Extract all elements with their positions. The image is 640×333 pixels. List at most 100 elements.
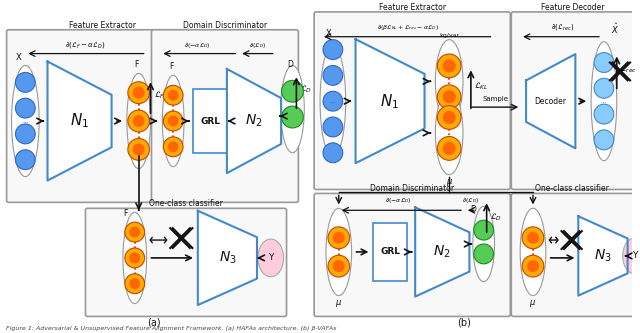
Text: F: F bbox=[169, 62, 173, 72]
Text: $\mu$: $\mu$ bbox=[335, 298, 342, 309]
Bar bbox=[372, 223, 407, 281]
Text: Figure 1: Adversarial & Unsupervised Feature Alignment Framework. (a) HAFAs arch: Figure 1: Adversarial & Unsupervised Fea… bbox=[6, 326, 336, 331]
Text: ...: ... bbox=[22, 118, 29, 124]
Circle shape bbox=[15, 150, 35, 169]
Text: $\mathcal{L}_{KL}$: $\mathcal{L}_{KL}$ bbox=[474, 81, 488, 92]
Text: D: D bbox=[470, 205, 476, 214]
Circle shape bbox=[333, 232, 345, 244]
Polygon shape bbox=[198, 211, 257, 305]
Circle shape bbox=[282, 80, 303, 102]
Circle shape bbox=[163, 111, 183, 131]
Circle shape bbox=[437, 137, 461, 160]
Polygon shape bbox=[579, 216, 628, 296]
Circle shape bbox=[125, 274, 145, 294]
Text: $\partial(\mathcal{L}_D)$: $\partial(\mathcal{L}_D)$ bbox=[249, 40, 267, 50]
Text: F: F bbox=[134, 61, 139, 70]
Text: $\mu$: $\mu$ bbox=[529, 298, 536, 309]
Ellipse shape bbox=[258, 239, 284, 277]
Circle shape bbox=[129, 227, 140, 237]
Circle shape bbox=[323, 117, 343, 137]
Circle shape bbox=[129, 278, 140, 289]
Circle shape bbox=[437, 54, 461, 78]
Circle shape bbox=[128, 110, 150, 132]
Text: $\mathcal{L}_F$: $\mathcal{L}_F$ bbox=[154, 90, 166, 101]
FancyBboxPatch shape bbox=[511, 193, 634, 316]
Circle shape bbox=[328, 255, 349, 277]
Circle shape bbox=[474, 244, 493, 264]
Text: kg/var: kg/var bbox=[439, 33, 460, 38]
Text: X: X bbox=[15, 53, 21, 62]
Circle shape bbox=[443, 90, 456, 103]
Circle shape bbox=[163, 85, 183, 105]
Polygon shape bbox=[227, 69, 281, 173]
Text: $\partial(-\alpha\mathcal{L}_D)$: $\partial(-\alpha\mathcal{L}_D)$ bbox=[385, 195, 412, 205]
FancyBboxPatch shape bbox=[314, 193, 510, 316]
Circle shape bbox=[168, 142, 179, 152]
Ellipse shape bbox=[280, 66, 304, 153]
Circle shape bbox=[282, 106, 303, 128]
Circle shape bbox=[168, 116, 179, 127]
Circle shape bbox=[437, 85, 461, 109]
Circle shape bbox=[15, 124, 35, 144]
Circle shape bbox=[437, 106, 461, 129]
Text: $N_3$: $N_3$ bbox=[218, 250, 236, 266]
Text: $\mathcal{L}_{rec}$: $\mathcal{L}_{rec}$ bbox=[620, 64, 637, 75]
Circle shape bbox=[323, 143, 343, 163]
Ellipse shape bbox=[163, 75, 184, 166]
Bar bbox=[193, 89, 228, 153]
Circle shape bbox=[527, 260, 539, 272]
Ellipse shape bbox=[123, 212, 147, 304]
Circle shape bbox=[168, 90, 179, 101]
Ellipse shape bbox=[435, 91, 463, 174]
Polygon shape bbox=[526, 54, 575, 148]
Text: Decoder: Decoder bbox=[534, 97, 566, 106]
Circle shape bbox=[132, 87, 145, 99]
Circle shape bbox=[15, 72, 35, 92]
Text: $\partial(\beta\mathcal{L}_{KL}+\mathcal{L}_{rec}-\alpha\mathcal{L}_D)$: $\partial(\beta\mathcal{L}_{KL}+\mathcal… bbox=[377, 22, 439, 32]
Text: $\partial(-\alpha\mathcal{L}_D)$: $\partial(-\alpha\mathcal{L}_D)$ bbox=[184, 40, 211, 50]
Text: Y: Y bbox=[268, 253, 273, 262]
Ellipse shape bbox=[520, 208, 546, 296]
Text: (a): (a) bbox=[147, 317, 160, 327]
Circle shape bbox=[328, 227, 349, 249]
Ellipse shape bbox=[127, 73, 150, 168]
Polygon shape bbox=[356, 39, 424, 163]
Ellipse shape bbox=[623, 238, 640, 274]
Ellipse shape bbox=[12, 66, 39, 176]
Ellipse shape bbox=[326, 208, 351, 296]
Circle shape bbox=[323, 91, 343, 111]
Text: Domain Discriminator: Domain Discriminator bbox=[370, 184, 454, 193]
Circle shape bbox=[132, 144, 145, 156]
Ellipse shape bbox=[435, 40, 463, 123]
Text: (b): (b) bbox=[457, 317, 471, 327]
Circle shape bbox=[527, 232, 539, 244]
Ellipse shape bbox=[320, 46, 346, 157]
Text: GRL: GRL bbox=[380, 247, 400, 256]
Text: Domain Discriminator: Domain Discriminator bbox=[183, 21, 267, 30]
Circle shape bbox=[594, 130, 614, 150]
Circle shape bbox=[323, 40, 343, 60]
Circle shape bbox=[125, 248, 145, 268]
FancyBboxPatch shape bbox=[6, 30, 198, 202]
Text: F: F bbox=[124, 209, 128, 218]
Ellipse shape bbox=[591, 42, 617, 161]
Text: One-class classifier: One-class classifier bbox=[149, 199, 223, 208]
Text: One-class classifier: One-class classifier bbox=[536, 184, 609, 193]
Text: D: D bbox=[287, 61, 293, 70]
Circle shape bbox=[323, 66, 343, 85]
Text: $N_3$: $N_3$ bbox=[594, 248, 612, 264]
Circle shape bbox=[333, 260, 345, 272]
Text: $\partial(\mathcal{L}_F-\alpha\mathcal{L}_D)$: $\partial(\mathcal{L}_F-\alpha\mathcal{L… bbox=[65, 40, 106, 50]
Ellipse shape bbox=[473, 206, 495, 282]
Circle shape bbox=[474, 220, 493, 240]
Text: $\mathcal{L}_D$: $\mathcal{L}_D$ bbox=[490, 211, 502, 223]
Text: $N_1$: $N_1$ bbox=[70, 112, 89, 131]
Circle shape bbox=[443, 142, 456, 155]
Text: Y: Y bbox=[632, 251, 637, 260]
Text: $\mu$: $\mu$ bbox=[445, 176, 452, 187]
Text: $\mathcal{L}_D$: $\mathcal{L}_D$ bbox=[300, 84, 312, 95]
Circle shape bbox=[15, 98, 35, 118]
Circle shape bbox=[129, 252, 140, 263]
Text: $\partial(\mathcal{L}_D)$: $\partial(\mathcal{L}_D)$ bbox=[462, 195, 479, 205]
Circle shape bbox=[522, 227, 544, 249]
